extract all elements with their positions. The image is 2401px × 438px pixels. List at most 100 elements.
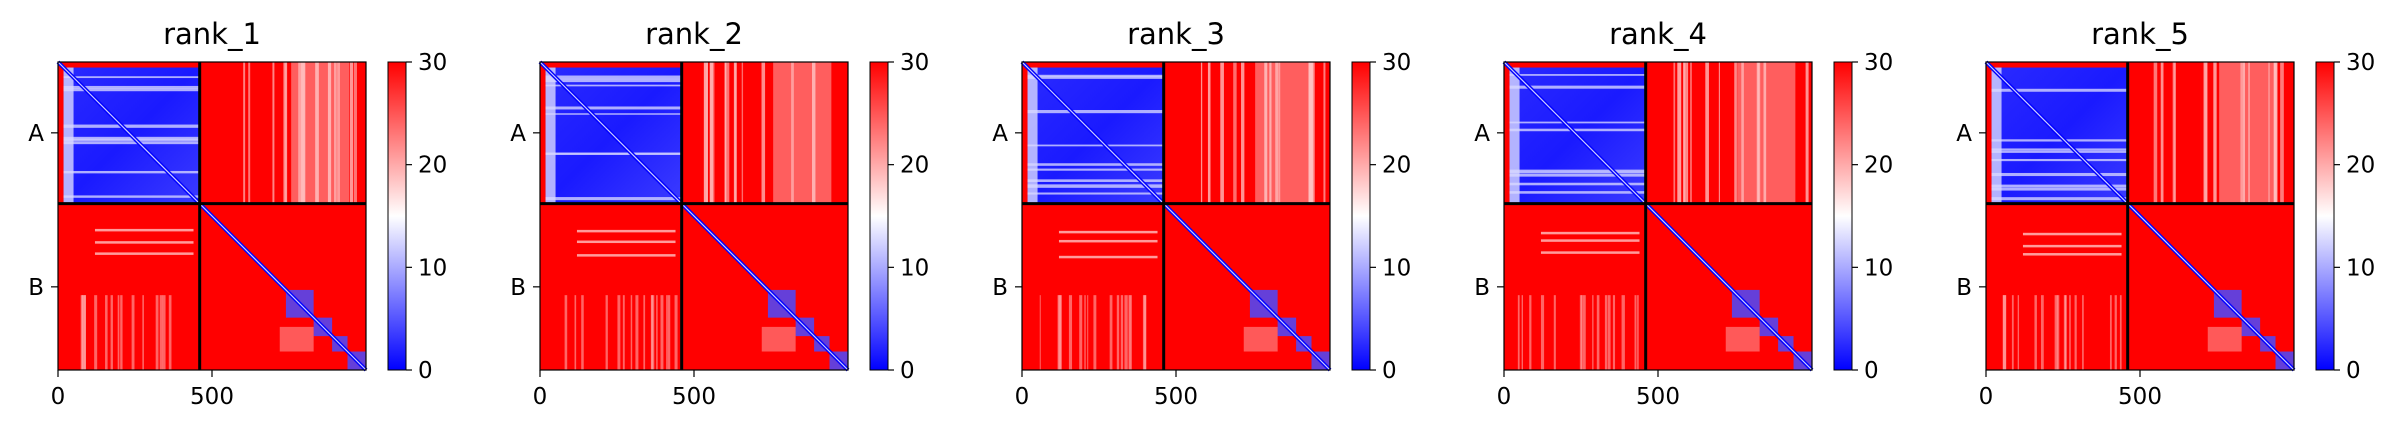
colorbar-tick-label: 30	[900, 50, 929, 76]
chain-a-streak	[1509, 85, 1646, 89]
inter-block-row	[1058, 255, 1158, 259]
inter-block-stripe	[285, 62, 287, 204]
inter-block-row	[1540, 239, 1640, 242]
diagonal-highlight	[57, 61, 367, 371]
colorbar-tick-label: 20	[1382, 153, 1411, 179]
inter-block-stripe	[741, 62, 744, 204]
inter-block-stripe	[1207, 62, 1211, 204]
inter-block-stripe	[105, 295, 108, 370]
inter-block-stripe	[1705, 62, 1709, 204]
inter-block-row	[2022, 253, 2122, 256]
inter-block-stripe	[2056, 295, 2060, 370]
inter-block-stripe	[248, 62, 251, 204]
inter-block-stripe	[82, 295, 86, 370]
inter-block-stripe	[2011, 295, 2014, 370]
inter-block-stripe	[674, 295, 678, 370]
chain-b-pale-region	[279, 326, 314, 352]
colorbar	[1833, 61, 1853, 371]
inter-block-stripe	[1128, 295, 1131, 370]
x-tick-label: 0	[533, 384, 548, 410]
chain-b-pale-region	[1725, 326, 1760, 352]
colorbar-tick-label: 20	[418, 153, 447, 179]
colorbar-tick-label: 20	[900, 153, 929, 179]
chain-a-streak	[545, 84, 682, 87]
inter-block-stripe	[2017, 295, 2020, 370]
inter-block-stripe	[1264, 62, 1268, 204]
inter-block-stripe	[131, 295, 135, 370]
chain-a-streak	[1027, 144, 1164, 147]
inter-block-stripe	[1057, 295, 1062, 370]
inter-block-row	[576, 254, 676, 257]
inter-block-stripe	[1233, 62, 1237, 204]
inter-block-stripe	[761, 62, 766, 204]
x-tick-label: 500	[1154, 384, 1198, 410]
x-tick-label: 0	[51, 384, 66, 410]
chain-b-pale-region	[761, 326, 796, 352]
chain-a-streak	[63, 88, 200, 92]
y-tick-label: A	[1956, 121, 1972, 147]
inter-block-stripe	[1143, 295, 1147, 370]
x-tick-label: 500	[672, 384, 716, 410]
chain-a-streak	[545, 113, 682, 115]
chain-a-streak	[1509, 171, 1646, 174]
chain-a-streak	[1991, 197, 2128, 201]
inter-block-stripe	[1684, 62, 1687, 204]
inter-block-stripe	[791, 62, 794, 204]
inter-block-stripe	[2273, 62, 2278, 204]
chain-a-streak	[63, 85, 200, 89]
inter-block-stripe	[353, 62, 357, 204]
inter-block-stripe	[2074, 295, 2077, 370]
inter-block-stripe	[1220, 62, 1224, 204]
panel-title: rank_1	[163, 17, 261, 51]
colorbar-tick-label: 0	[1864, 358, 1879, 384]
colorbar-tick-label: 30	[1382, 50, 1411, 76]
inter-block-stripe	[298, 62, 303, 204]
chain-a-streak	[1027, 74, 1164, 78]
inter-block-stripe	[622, 295, 625, 370]
chain-a-streak	[1027, 110, 1164, 114]
inter-block-stripe	[334, 62, 337, 204]
inter-block-stripe	[1278, 62, 1281, 204]
chain-a-streak	[1509, 173, 1646, 177]
chain-a-streak	[1509, 128, 1646, 132]
chain-a-streak	[1509, 74, 1646, 76]
chain-a-streak	[1509, 169, 1646, 173]
x-tick-label: 0	[1497, 384, 1512, 410]
inter-block-stripe	[1039, 295, 1041, 370]
inter-block-stripe	[2153, 62, 2158, 204]
inter-block-row	[1058, 230, 1158, 234]
inter-block-row	[1058, 239, 1158, 243]
inter-block-stripe	[706, 62, 708, 204]
inter-block-stripe	[1308, 62, 1313, 204]
inter-block-stripe	[1734, 62, 1737, 204]
inter-block-pale-region	[291, 62, 350, 204]
colorbar-tick-label: 10	[1864, 255, 1893, 281]
inter-block-stripe	[1093, 295, 1097, 370]
pae-panel-5: rank_5 0 500 A B 0 10 20 30	[1956, 17, 2375, 410]
pae-panel-4: rank_4 0 500 A B 0 10 20 30	[1474, 17, 1893, 410]
chain-a-streak	[1509, 182, 1646, 186]
inter-block-stripe	[581, 295, 584, 370]
y-tick-label: B	[510, 275, 526, 301]
chain-a-streak	[1509, 121, 1646, 124]
inter-block-pale-region	[1255, 62, 1314, 204]
inter-block-stripe	[2213, 62, 2217, 204]
inter-block-stripe	[1763, 62, 1767, 204]
inter-block-stripe	[605, 295, 608, 370]
colorbar-tick-label: 30	[1864, 50, 1893, 76]
inter-block-stripe	[2172, 62, 2176, 204]
chain-a-edge-band	[1509, 67, 1520, 204]
inter-block-stripe	[643, 295, 646, 370]
inter-block-stripe	[656, 295, 658, 370]
chain-a-streak	[1991, 88, 2128, 92]
inter-block-stripe	[2069, 295, 2071, 370]
inter-block-stripe	[617, 295, 621, 370]
inter-block-row	[1540, 231, 1640, 235]
inter-block-stripe	[2063, 295, 2067, 370]
inter-block-stripe	[2002, 295, 2007, 370]
chain-a-streak	[545, 78, 682, 80]
inter-block-stripe	[120, 295, 123, 370]
y-tick-label: B	[992, 275, 1008, 301]
inter-block-stripe	[1690, 62, 1692, 204]
